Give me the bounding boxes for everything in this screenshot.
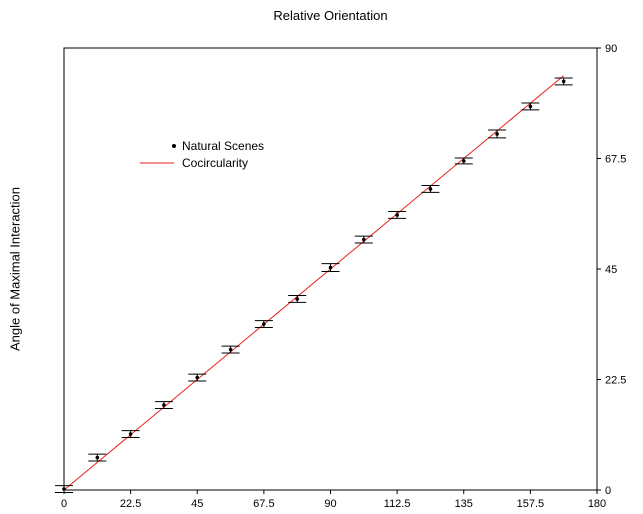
- y-axis: 0 22.5 45 67.5 90: [597, 43, 626, 497]
- legend-label-natural-scenes: Natural Scenes: [182, 139, 264, 153]
- x-tick-label: 0: [61, 498, 67, 510]
- y-tick-label: 0: [605, 485, 611, 497]
- x-tick-label: 67.5: [253, 498, 274, 510]
- y-tick-label: 67.5: [605, 154, 626, 166]
- legend-point-marker: [172, 144, 176, 148]
- data-point: [295, 297, 299, 301]
- legend-label-cocircularity: Cocircularity: [182, 156, 248, 170]
- data-point: [228, 347, 233, 352]
- data-point: [528, 104, 533, 109]
- x-axis-title: Relative Orientation: [273, 8, 387, 23]
- data-point: [262, 322, 266, 326]
- data-point: [62, 487, 66, 491]
- x-tick-label: 112.5: [384, 498, 411, 510]
- x-tick-label: 22.5: [120, 498, 141, 510]
- data-point: [428, 187, 433, 191]
- y-tick-label: 45: [605, 264, 617, 276]
- data-point: [362, 237, 366, 242]
- x-tick-label: 90: [324, 498, 336, 510]
- data-point: [195, 375, 200, 380]
- x-axis: 0 22.5 45 67.5 90 112.5 135 157.5 180: [61, 490, 606, 510]
- legend: Natural Scenes Cocircularity: [140, 139, 264, 170]
- x-tick-label: 135: [455, 498, 473, 510]
- series-layer: [55, 75, 573, 493]
- x-tick-label: 45: [191, 498, 203, 510]
- y-tick-label: 90: [605, 43, 617, 55]
- data-point: [162, 403, 166, 407]
- data-point: [395, 213, 399, 217]
- data-point: [328, 265, 333, 270]
- y-tick-label: 22.5: [605, 375, 626, 387]
- data-point: [461, 159, 466, 163]
- data-point: [128, 432, 133, 436]
- x-tick-label: 157.5: [517, 498, 545, 510]
- data-point: [495, 132, 499, 136]
- x-tick-label: 180: [588, 498, 606, 510]
- data-point: [95, 455, 100, 460]
- cocircularity-line: [63, 75, 565, 491]
- data-point: [561, 79, 566, 84]
- y-axis-title: Angle of Maximal Interaction: [7, 187, 22, 351]
